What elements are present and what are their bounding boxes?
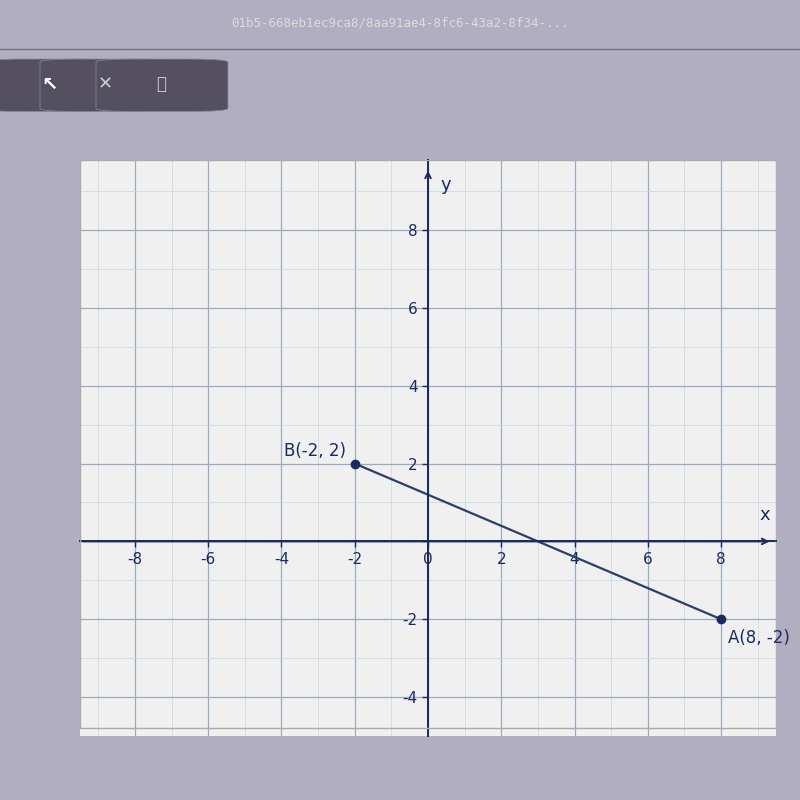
FancyBboxPatch shape [0,59,116,111]
FancyBboxPatch shape [40,59,172,111]
Text: ↖: ↖ [42,74,58,94]
Text: ⧉: ⧉ [157,75,166,93]
Text: ✕: ✕ [98,75,113,93]
Text: x: x [760,506,770,524]
Text: y: y [441,175,451,194]
Text: 01b5-668eb1ec9ca8/8aa91ae4-8fc6-43a2-8f34-...: 01b5-668eb1ec9ca8/8aa91ae4-8fc6-43a2-8f3… [231,17,569,30]
FancyBboxPatch shape [96,59,228,111]
Text: B(-2, 2): B(-2, 2) [283,442,346,460]
Text: A(8, -2): A(8, -2) [728,629,790,647]
